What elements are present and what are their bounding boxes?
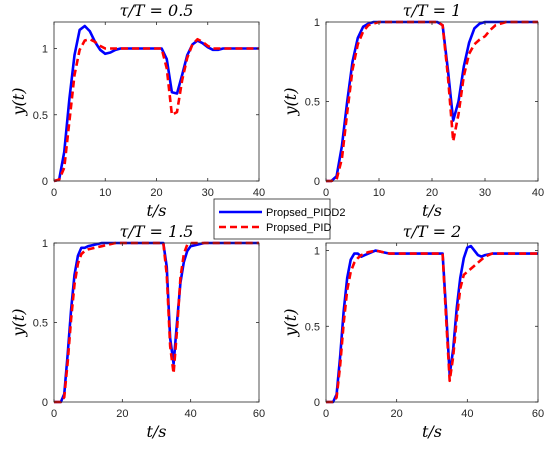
subplot-title: τ/T = 2 bbox=[403, 222, 462, 241]
x-axis-label: t/s bbox=[146, 422, 166, 441]
x-tick-label: 60 bbox=[253, 408, 265, 420]
subplot-title: τ/T = 1.5 bbox=[120, 222, 194, 241]
y-tick-label: 0 bbox=[314, 397, 320, 409]
x-tick-label: 20 bbox=[426, 187, 438, 199]
subplot-4: 0 20 40 60 0 0.5 1 τ/T = 2 t/s y(t) bbox=[281, 222, 544, 441]
subplot-2: 0 10 20 30 40 0 0.5 1 τ/T = 1 t/s y(t) bbox=[281, 1, 544, 220]
y-tick-label: 0 bbox=[42, 176, 48, 188]
y-tick-label: 0.5 bbox=[305, 97, 320, 109]
series-line-pidd2 bbox=[326, 244, 538, 404]
y-tick-label: 0 bbox=[314, 176, 320, 188]
x-tick-label: 20 bbox=[116, 408, 128, 420]
subplot-title: τ/T = 0.5 bbox=[120, 1, 194, 20]
axes-box bbox=[53, 242, 260, 403]
x-tick-label: 40 bbox=[461, 408, 473, 420]
y-tick-label: 0.5 bbox=[305, 321, 320, 333]
x-tick-label: 10 bbox=[373, 187, 385, 199]
y-axis-label: y(t) bbox=[281, 88, 300, 117]
subplot-3: 0 20 40 60 0 0.5 1 τ/T = 1.5 t/s y(t) bbox=[9, 222, 265, 441]
x-tick-label: 0 bbox=[323, 187, 329, 199]
x-axis-label: t/s bbox=[422, 422, 442, 441]
x-tick-label: 60 bbox=[532, 408, 544, 420]
x-tick-label: 40 bbox=[185, 408, 197, 420]
x-axis-label: t/s bbox=[422, 201, 442, 220]
x-tick-label: 30 bbox=[479, 187, 491, 199]
y-tick-label: 1 bbox=[42, 238, 48, 250]
subplot-title: τ/T = 1 bbox=[403, 1, 462, 20]
legend: Propsed_PIDD2 Propsed_PID bbox=[213, 198, 346, 240]
x-tick-label: 0 bbox=[51, 408, 57, 420]
y-tick-label: 0.5 bbox=[33, 110, 48, 122]
x-axis-label: t/s bbox=[146, 201, 166, 220]
legend-label: Propsed_PID bbox=[266, 222, 331, 234]
y-tick-label: 1 bbox=[314, 17, 320, 29]
legend-box bbox=[213, 198, 331, 240]
series-line-pid bbox=[53, 37, 259, 183]
legend-label: Propsed_PIDD2 bbox=[266, 207, 346, 219]
series-line-pid bbox=[326, 249, 538, 404]
y-tick-label: 1 bbox=[314, 246, 320, 258]
x-tick-label: 20 bbox=[391, 408, 403, 420]
x-tick-label: 0 bbox=[51, 187, 57, 199]
x-tick-label: 20 bbox=[150, 187, 162, 199]
x-tick-label: 40 bbox=[253, 187, 265, 199]
y-tick-label: 0.5 bbox=[33, 318, 48, 330]
x-tick-label: 10 bbox=[99, 187, 111, 199]
y-axis-label: y(t) bbox=[9, 309, 28, 338]
y-tick-label: 1 bbox=[42, 44, 48, 56]
x-tick-label: 30 bbox=[202, 187, 214, 199]
x-tick-label: 40 bbox=[532, 187, 544, 199]
subplot-1: 0 10 20 30 40 0 0.5 1 τ/T = 0.5 t/s y(t) bbox=[9, 1, 265, 220]
y-axis-label: y(t) bbox=[9, 88, 28, 117]
axes-box bbox=[325, 242, 539, 403]
axes-box bbox=[53, 21, 260, 182]
series-line-pid bbox=[54, 241, 259, 404]
y-tick-label: 0 bbox=[42, 397, 48, 409]
x-tick-label: 0 bbox=[323, 408, 329, 420]
series-line-pid bbox=[326, 20, 538, 183]
y-axis-label: y(t) bbox=[281, 309, 300, 338]
series-line-pidd2 bbox=[54, 241, 259, 404]
